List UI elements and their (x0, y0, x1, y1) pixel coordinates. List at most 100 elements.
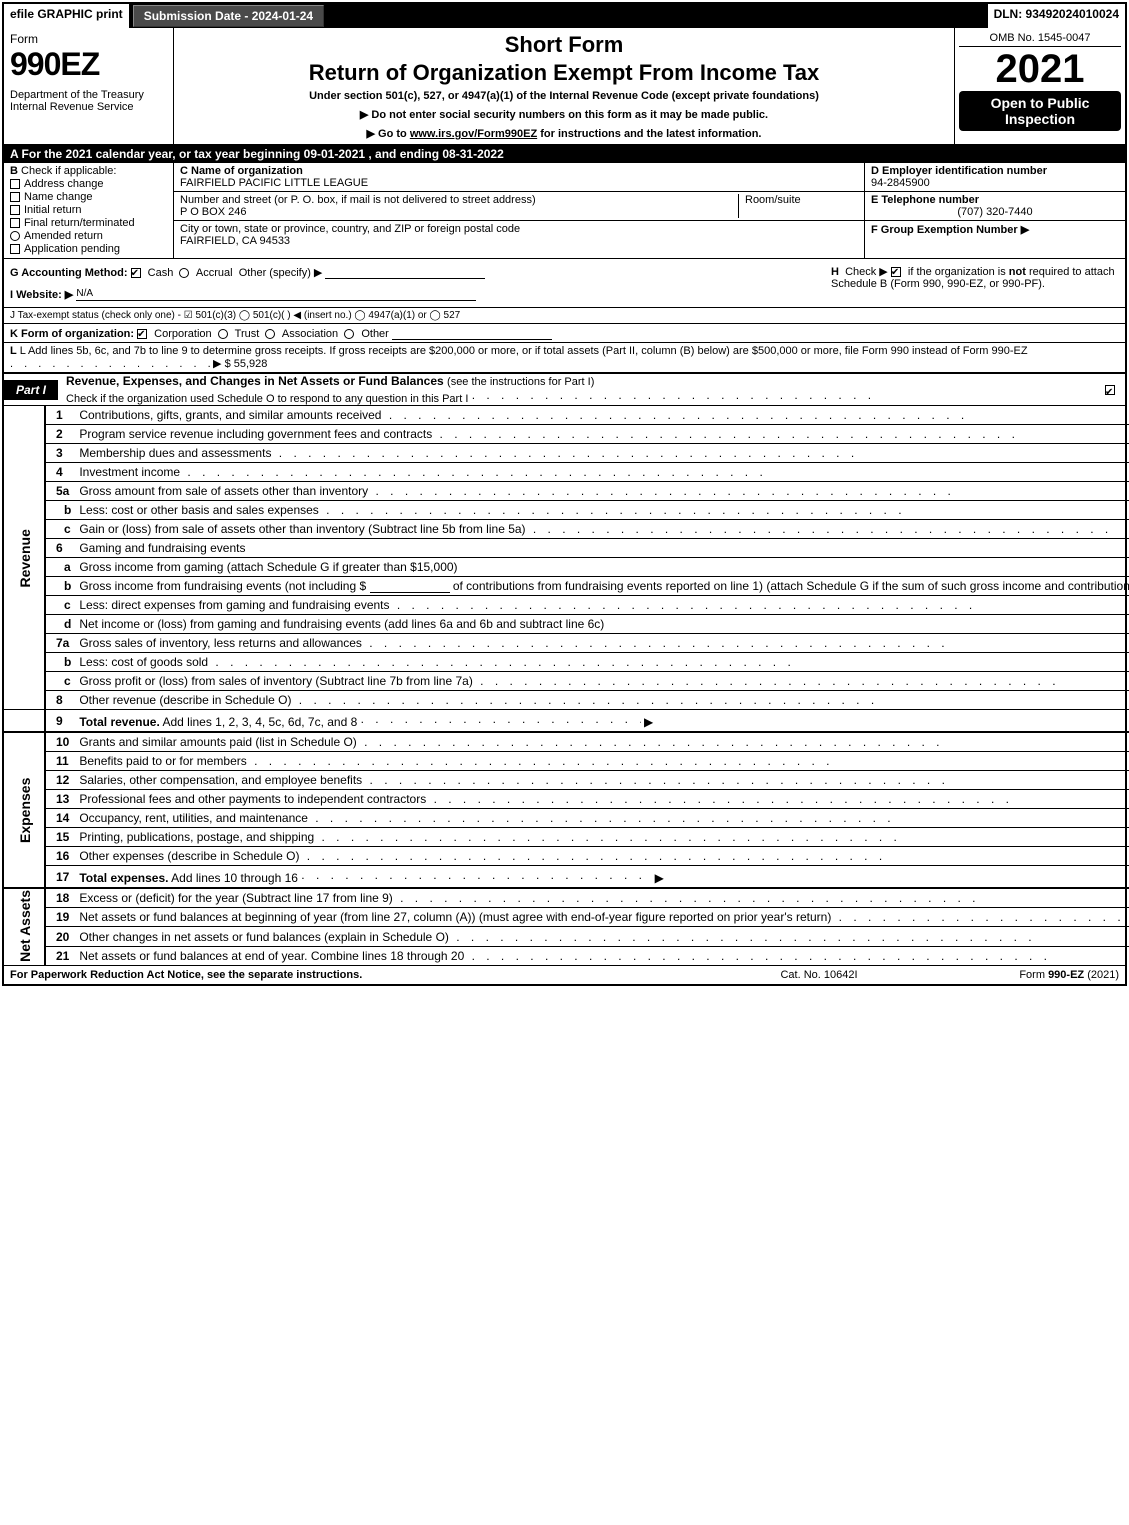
fundraising-amount-field[interactable] (370, 579, 450, 593)
check-amended-return[interactable]: Amended return (10, 230, 167, 242)
dln-label: DLN: 93492024010024 (986, 4, 1125, 28)
check-application-pending[interactable]: Application pending (10, 243, 167, 255)
subtitle-2: ▶ Do not enter social security numbers o… (182, 108, 946, 121)
check-other[interactable] (344, 329, 354, 339)
c-city-label: City or town, state or province, country… (180, 223, 858, 235)
subtitle-1: Under section 501(c), 527, or 4947(a)(1)… (182, 90, 946, 102)
line-1: Revenue 1 Contributions, gifts, grants, … (4, 406, 1129, 425)
room-suite-label: Room/suite (738, 194, 858, 218)
line-7b: b Less: cost of goods sold 7b 0 (4, 653, 1129, 672)
check-corporation[interactable] (137, 329, 147, 339)
line-11: 11 Benefits paid to or for members 11 (4, 752, 1129, 771)
check-schedule-b-not-required[interactable] (891, 267, 901, 277)
header-center: Short Form Return of Organization Exempt… (174, 28, 955, 144)
row-h: H Check ▶ if the organization is not req… (825, 259, 1125, 307)
k-label: K Form of organization: (10, 328, 134, 340)
row-l: L L Add lines 5b, 6c, and 7b to line 9 t… (4, 343, 1125, 374)
line-13: 13 Professional fees and other payments … (4, 790, 1129, 809)
line-5a: 5a Gross amount from sale of assets othe… (4, 482, 1129, 501)
section-c: C Name of organization FAIRFIELD PACIFIC… (174, 163, 865, 258)
g-label: G Accounting Method: (10, 267, 128, 279)
line-15: 15 Printing, publications, postage, and … (4, 828, 1129, 847)
side-label-revenue: Revenue (4, 406, 45, 710)
line-18: Net Assets 18 Excess or (deficit) for th… (4, 888, 1129, 908)
l-amount: $ 55,928 (225, 358, 268, 370)
part-1-lines-table: Revenue 1 Contributions, gifts, grants, … (4, 406, 1129, 965)
bcd-block: B Check if applicable: Address change Na… (4, 163, 1125, 259)
other-specify-field[interactable] (325, 265, 485, 279)
row-j: J Tax-exempt status (check only one) - ☑… (4, 308, 1125, 324)
check-cash[interactable] (131, 268, 141, 278)
line-10: Expenses 10 Grants and similar amounts p… (4, 732, 1129, 752)
org-city: FAIRFIELD, CA 94533 (180, 235, 858, 247)
other-specify: Other (specify) ▶ (239, 267, 323, 279)
website-field[interactable]: N/A (76, 287, 476, 301)
b-label: Check if applicable: (21, 165, 116, 177)
line-7a: 7a Gross sales of inventory, less return… (4, 634, 1129, 653)
line-21: 21 Net assets or fund balances at end of… (4, 946, 1129, 965)
c-addr-label: Number and street (or P. O. box, if mail… (180, 194, 738, 206)
check-address-change[interactable]: Address change (10, 178, 167, 190)
line-6c: c Less: direct expenses from gaming and … (4, 596, 1129, 615)
check-accrual[interactable] (179, 268, 189, 278)
line-5c: c Gain or (loss) from sale of assets oth… (4, 520, 1129, 539)
footer-form-ref: Form 990-EZ (2021) (919, 969, 1119, 981)
row-a-tax-year: A For the 2021 calendar year, or tax yea… (4, 145, 1125, 163)
part-1-check-note: Check if the organization used Schedule … (66, 393, 468, 405)
omb-number: OMB No. 1545-0047 (959, 30, 1121, 47)
header-left: Form 990EZ Department of the Treasury In… (4, 28, 174, 144)
line-3: 3 Membership dues and assessments 3 0 (4, 444, 1129, 463)
org-name: FAIRFIELD PACIFIC LITTLE LEAGUE (180, 177, 858, 189)
row-k: K Form of organization: Corporation Trus… (4, 324, 1125, 343)
efile-label: efile GRAPHIC print (4, 4, 131, 28)
section-b: B Check if applicable: Address change Na… (4, 163, 174, 258)
i-label: I Website: ▶ (10, 289, 73, 301)
telephone-value: (707) 320-7440 (871, 206, 1119, 218)
irs-link[interactable]: www.irs.gov/Form990EZ (410, 128, 537, 140)
line-6d: d Net income or (loss) from gaming and f… (4, 615, 1129, 634)
footer-cat-no: Cat. No. 10642I (719, 969, 919, 981)
form-word: Form (10, 32, 167, 46)
part-1-tab: Part I (4, 380, 58, 400)
subtitle-3: ▶ Go to www.irs.gov/Form990EZ for instru… (182, 127, 946, 140)
check-final-return[interactable]: Final return/terminated (10, 217, 167, 229)
d-tel-label: E Telephone number (871, 194, 1119, 206)
line-16: 16 Other expenses (describe in Schedule … (4, 847, 1129, 866)
check-initial-return[interactable]: Initial return (10, 204, 167, 216)
l-text: L Add lines 5b, 6c, and 7b to line 9 to … (20, 345, 1028, 357)
line-7c: c Gross profit or (loss) from sales of i… (4, 672, 1129, 691)
check-association[interactable] (265, 329, 275, 339)
d-group-label: F Group Exemption Number ▶ (871, 223, 1119, 236)
side-label-expenses: Expenses (4, 732, 45, 888)
d-ein-row: D Employer identification number 94-2845… (865, 163, 1125, 192)
d-tel-row: E Telephone number (707) 320-7440 (865, 192, 1125, 221)
d-group-row: F Group Exemption Number ▶ (865, 221, 1125, 258)
form-number: 990EZ (10, 46, 167, 83)
org-address: P O BOX 246 (180, 206, 738, 218)
line-12: 12 Salaries, other compensation, and emp… (4, 771, 1129, 790)
footer-left: For Paperwork Reduction Act Notice, see … (10, 969, 719, 981)
line-6b: b Gross income from fundraising events (… (4, 577, 1129, 596)
row-g: G Accounting Method: Cash Accrual Other … (4, 259, 825, 307)
side-label-net-assets: Net Assets (4, 888, 45, 965)
check-trust[interactable] (218, 329, 228, 339)
line-14: 14 Occupancy, rent, utilities, and maint… (4, 809, 1129, 828)
topbar-spacer (326, 4, 985, 28)
header: Form 990EZ Department of the Treasury In… (4, 28, 1125, 145)
submission-date-button[interactable]: Submission Date - 2024-01-24 (133, 5, 324, 27)
ein-value: 94-2845900 (871, 177, 1119, 189)
line-17: 17 Total expenses. Add lines 10 through … (4, 866, 1129, 889)
footer: For Paperwork Reduction Act Notice, see … (4, 965, 1125, 984)
line-5b: b Less: cost or other basis and sales ex… (4, 501, 1129, 520)
header-right: OMB No. 1545-0047 2021 Open to Public In… (955, 28, 1125, 144)
line-8: 8 Other revenue (describe in Schedule O)… (4, 691, 1129, 710)
k-other-field[interactable] (392, 326, 552, 340)
line-4: 4 Investment income 4 72 (4, 463, 1129, 482)
check-name-change[interactable]: Name change (10, 191, 167, 203)
tax-year: 2021 (959, 47, 1121, 91)
line-20: 20 Other changes in net assets or fund b… (4, 927, 1129, 946)
line-6: 6 Gaming and fundraising events (4, 539, 1129, 558)
website-value: N/A (76, 288, 93, 299)
part-1-schedule-o-check[interactable] (1105, 383, 1125, 397)
top-bar: efile GRAPHIC print Submission Date - 20… (4, 4, 1125, 28)
